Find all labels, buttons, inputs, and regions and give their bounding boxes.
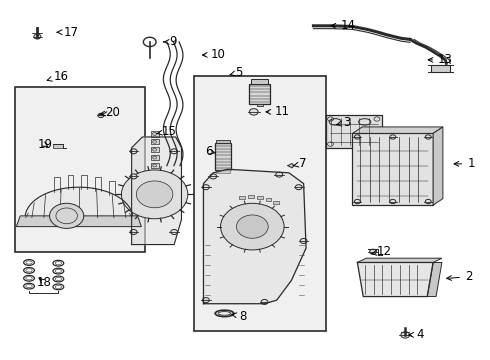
Circle shape <box>354 199 360 204</box>
Bar <box>151 155 159 160</box>
Circle shape <box>171 149 177 154</box>
Circle shape <box>276 172 283 177</box>
Polygon shape <box>357 262 433 297</box>
Bar <box>249 84 270 104</box>
Polygon shape <box>427 262 442 297</box>
Text: 12: 12 <box>371 245 392 258</box>
Text: 13: 13 <box>428 53 453 66</box>
Bar <box>215 143 231 170</box>
Bar <box>15 87 145 252</box>
Polygon shape <box>357 258 442 262</box>
Circle shape <box>249 109 258 115</box>
Text: 7: 7 <box>293 157 306 170</box>
Text: 3: 3 <box>337 116 350 129</box>
Circle shape <box>425 135 431 139</box>
Text: 20: 20 <box>99 106 120 119</box>
Text: 1: 1 <box>454 157 475 170</box>
Polygon shape <box>288 163 294 168</box>
Circle shape <box>153 164 157 167</box>
Circle shape <box>153 132 157 135</box>
Text: 19: 19 <box>37 138 52 151</box>
Text: 17: 17 <box>57 26 78 39</box>
Circle shape <box>130 174 137 179</box>
Circle shape <box>300 238 307 243</box>
Bar <box>257 104 263 107</box>
Circle shape <box>171 229 177 234</box>
Circle shape <box>130 229 137 234</box>
Circle shape <box>153 140 157 143</box>
Text: 5: 5 <box>230 66 243 79</box>
Bar <box>151 139 159 144</box>
Bar <box>216 140 230 143</box>
Polygon shape <box>203 169 306 304</box>
Circle shape <box>354 135 360 139</box>
Polygon shape <box>433 127 443 205</box>
Circle shape <box>202 185 209 190</box>
Circle shape <box>390 135 396 139</box>
Bar <box>352 134 433 205</box>
Circle shape <box>237 215 268 238</box>
Circle shape <box>390 199 396 204</box>
Bar <box>273 201 279 204</box>
Bar <box>257 196 263 199</box>
Text: 18: 18 <box>36 276 51 289</box>
Text: 10: 10 <box>202 48 226 61</box>
Text: 14: 14 <box>331 19 355 32</box>
Text: 2: 2 <box>447 270 472 283</box>
Text: 11: 11 <box>266 105 289 118</box>
Text: 4: 4 <box>409 328 423 341</box>
Polygon shape <box>25 187 133 218</box>
Bar <box>151 163 159 168</box>
Circle shape <box>425 199 431 204</box>
Circle shape <box>220 203 284 250</box>
Bar <box>151 147 159 152</box>
Bar <box>216 170 230 173</box>
Polygon shape <box>16 216 142 226</box>
Circle shape <box>130 149 137 154</box>
Text: 15: 15 <box>156 125 177 138</box>
Bar <box>239 196 245 199</box>
Circle shape <box>122 170 188 219</box>
Circle shape <box>153 156 157 159</box>
Bar <box>251 78 268 84</box>
Text: 9: 9 <box>164 35 177 49</box>
Bar <box>326 116 382 148</box>
Bar <box>431 64 450 72</box>
Circle shape <box>202 298 209 303</box>
Circle shape <box>153 148 157 151</box>
Circle shape <box>98 113 104 118</box>
Circle shape <box>210 174 217 179</box>
Polygon shape <box>132 137 181 244</box>
Circle shape <box>136 181 173 208</box>
Circle shape <box>34 34 41 39</box>
Circle shape <box>295 185 302 190</box>
Bar <box>248 195 254 198</box>
Polygon shape <box>352 127 443 134</box>
Circle shape <box>369 249 376 254</box>
Text: 6: 6 <box>205 145 215 158</box>
Text: 16: 16 <box>47 69 69 82</box>
Bar <box>194 76 326 330</box>
Bar <box>53 144 63 148</box>
Circle shape <box>401 332 410 338</box>
Circle shape <box>49 203 84 228</box>
Bar <box>266 198 271 201</box>
Text: 8: 8 <box>232 310 246 323</box>
Bar <box>151 131 159 136</box>
Circle shape <box>261 300 268 305</box>
